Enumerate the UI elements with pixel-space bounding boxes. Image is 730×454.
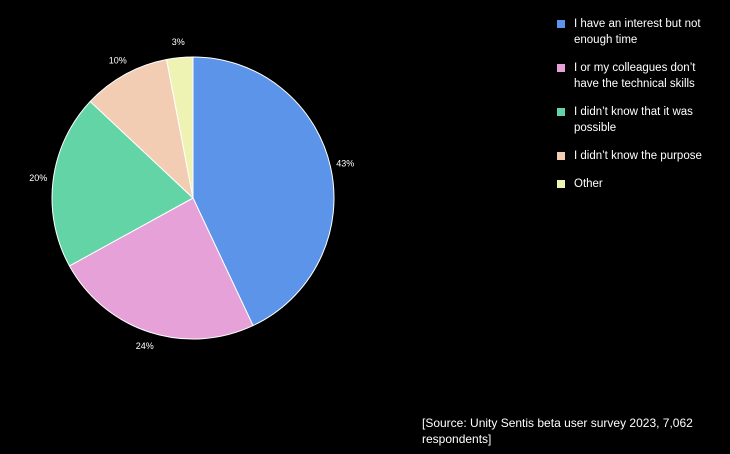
slice-label-no-skills: 24% xyxy=(136,341,154,351)
legend-item-no-time[interactable]: I have an interest but not enough time xyxy=(557,16,717,48)
legend-item-other[interactable]: Other xyxy=(557,176,717,192)
legend-label: I have an interest but not enough time xyxy=(574,18,701,46)
pie-slice-no-skills[interactable] xyxy=(68,197,254,340)
pie-slices xyxy=(51,56,335,340)
slice-label-other: 3% xyxy=(172,37,185,47)
pie-slice-no-purpose[interactable] xyxy=(89,58,194,200)
legend-swatch xyxy=(557,64,565,72)
slice-label-no-time: 43% xyxy=(336,158,354,168)
legend-item-not-possible[interactable]: I didn’t know that it was possible xyxy=(557,104,717,136)
legend-label: I didn’t know the purpose xyxy=(574,150,702,162)
pie-slice-no-time[interactable] xyxy=(192,56,335,327)
legend-swatch xyxy=(557,180,565,188)
slice-label-no-purpose: 10% xyxy=(109,56,127,66)
slice-label-not-possible: 20% xyxy=(29,173,47,183)
source-note: [Source: Unity Sentis beta user survey 2… xyxy=(422,416,693,446)
chart-legend: I have an interest but not enough time I… xyxy=(557,16,717,204)
legend-swatch xyxy=(557,152,565,160)
legend-swatch xyxy=(557,20,565,28)
pie-slice-not-possible[interactable] xyxy=(51,100,194,267)
legend-label: I didn’t know that it was possible xyxy=(574,106,693,134)
legend-label: I or my colleagues don’t have the techni… xyxy=(574,62,696,90)
legend-label: Other xyxy=(574,178,603,190)
legend-item-no-purpose[interactable]: I didn’t know the purpose xyxy=(557,148,717,164)
legend-swatch xyxy=(557,108,565,116)
pie-labels: 43% 24% 20% 10% 3% xyxy=(29,37,354,351)
legend-item-no-skills[interactable]: I or my colleagues don’t have the techni… xyxy=(557,60,717,92)
pie-slice-other[interactable] xyxy=(165,56,194,199)
